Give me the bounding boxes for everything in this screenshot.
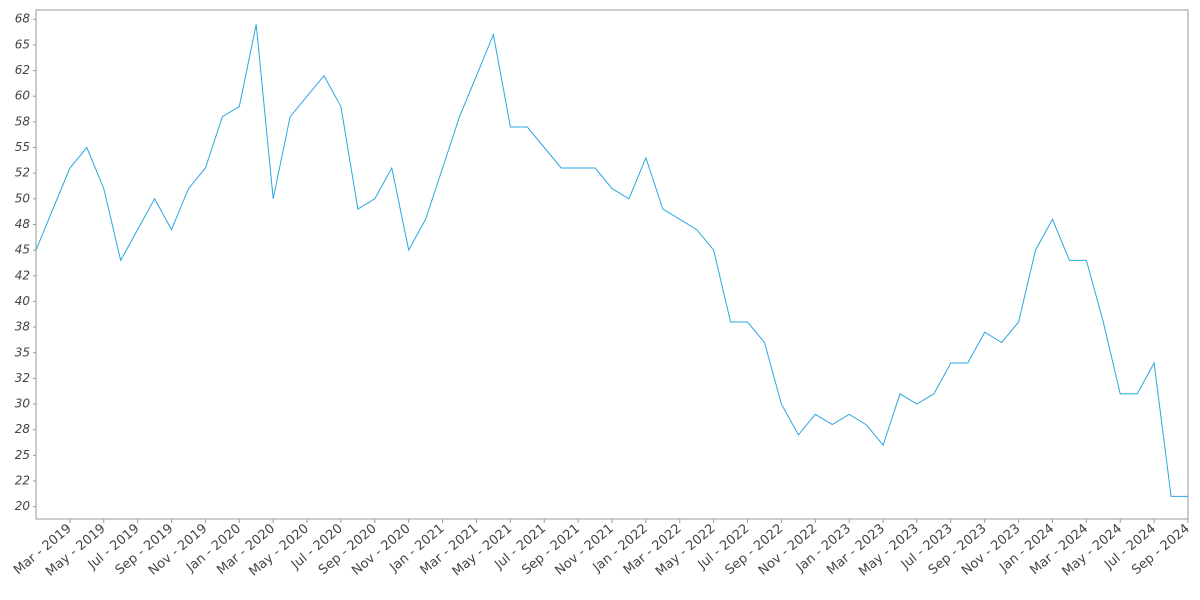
y-tick-label: 25 <box>15 448 30 462</box>
y-tick-label: 35 <box>15 345 30 359</box>
y-tick-label: 42 <box>15 268 30 282</box>
y-tick-label: 52 <box>15 166 30 180</box>
plot-frame <box>35 9 1189 520</box>
y-tick-label: 58 <box>15 114 31 128</box>
data-line <box>35 24 1188 497</box>
y-tick-label: 62 <box>15 63 30 77</box>
y-tick-label: 48 <box>15 217 31 231</box>
y-tick-label: 68 <box>15 12 31 26</box>
y-tick-label: 20 <box>15 499 31 513</box>
y-tick-label: 50 <box>15 191 31 205</box>
y-tick-label: 22 <box>15 474 30 488</box>
y-tick-label: 55 <box>15 140 30 154</box>
y-tick-label: 65 <box>15 37 30 51</box>
y-tick-label: 38 <box>15 320 31 334</box>
y-tick-label: 60 <box>15 89 31 103</box>
y-tick-label: 45 <box>15 243 30 257</box>
y-tick-label: 30 <box>15 397 31 411</box>
y-tick-label: 32 <box>15 371 30 385</box>
y-tick-label: 28 <box>15 422 31 436</box>
y-tick-label: 40 <box>15 294 31 308</box>
